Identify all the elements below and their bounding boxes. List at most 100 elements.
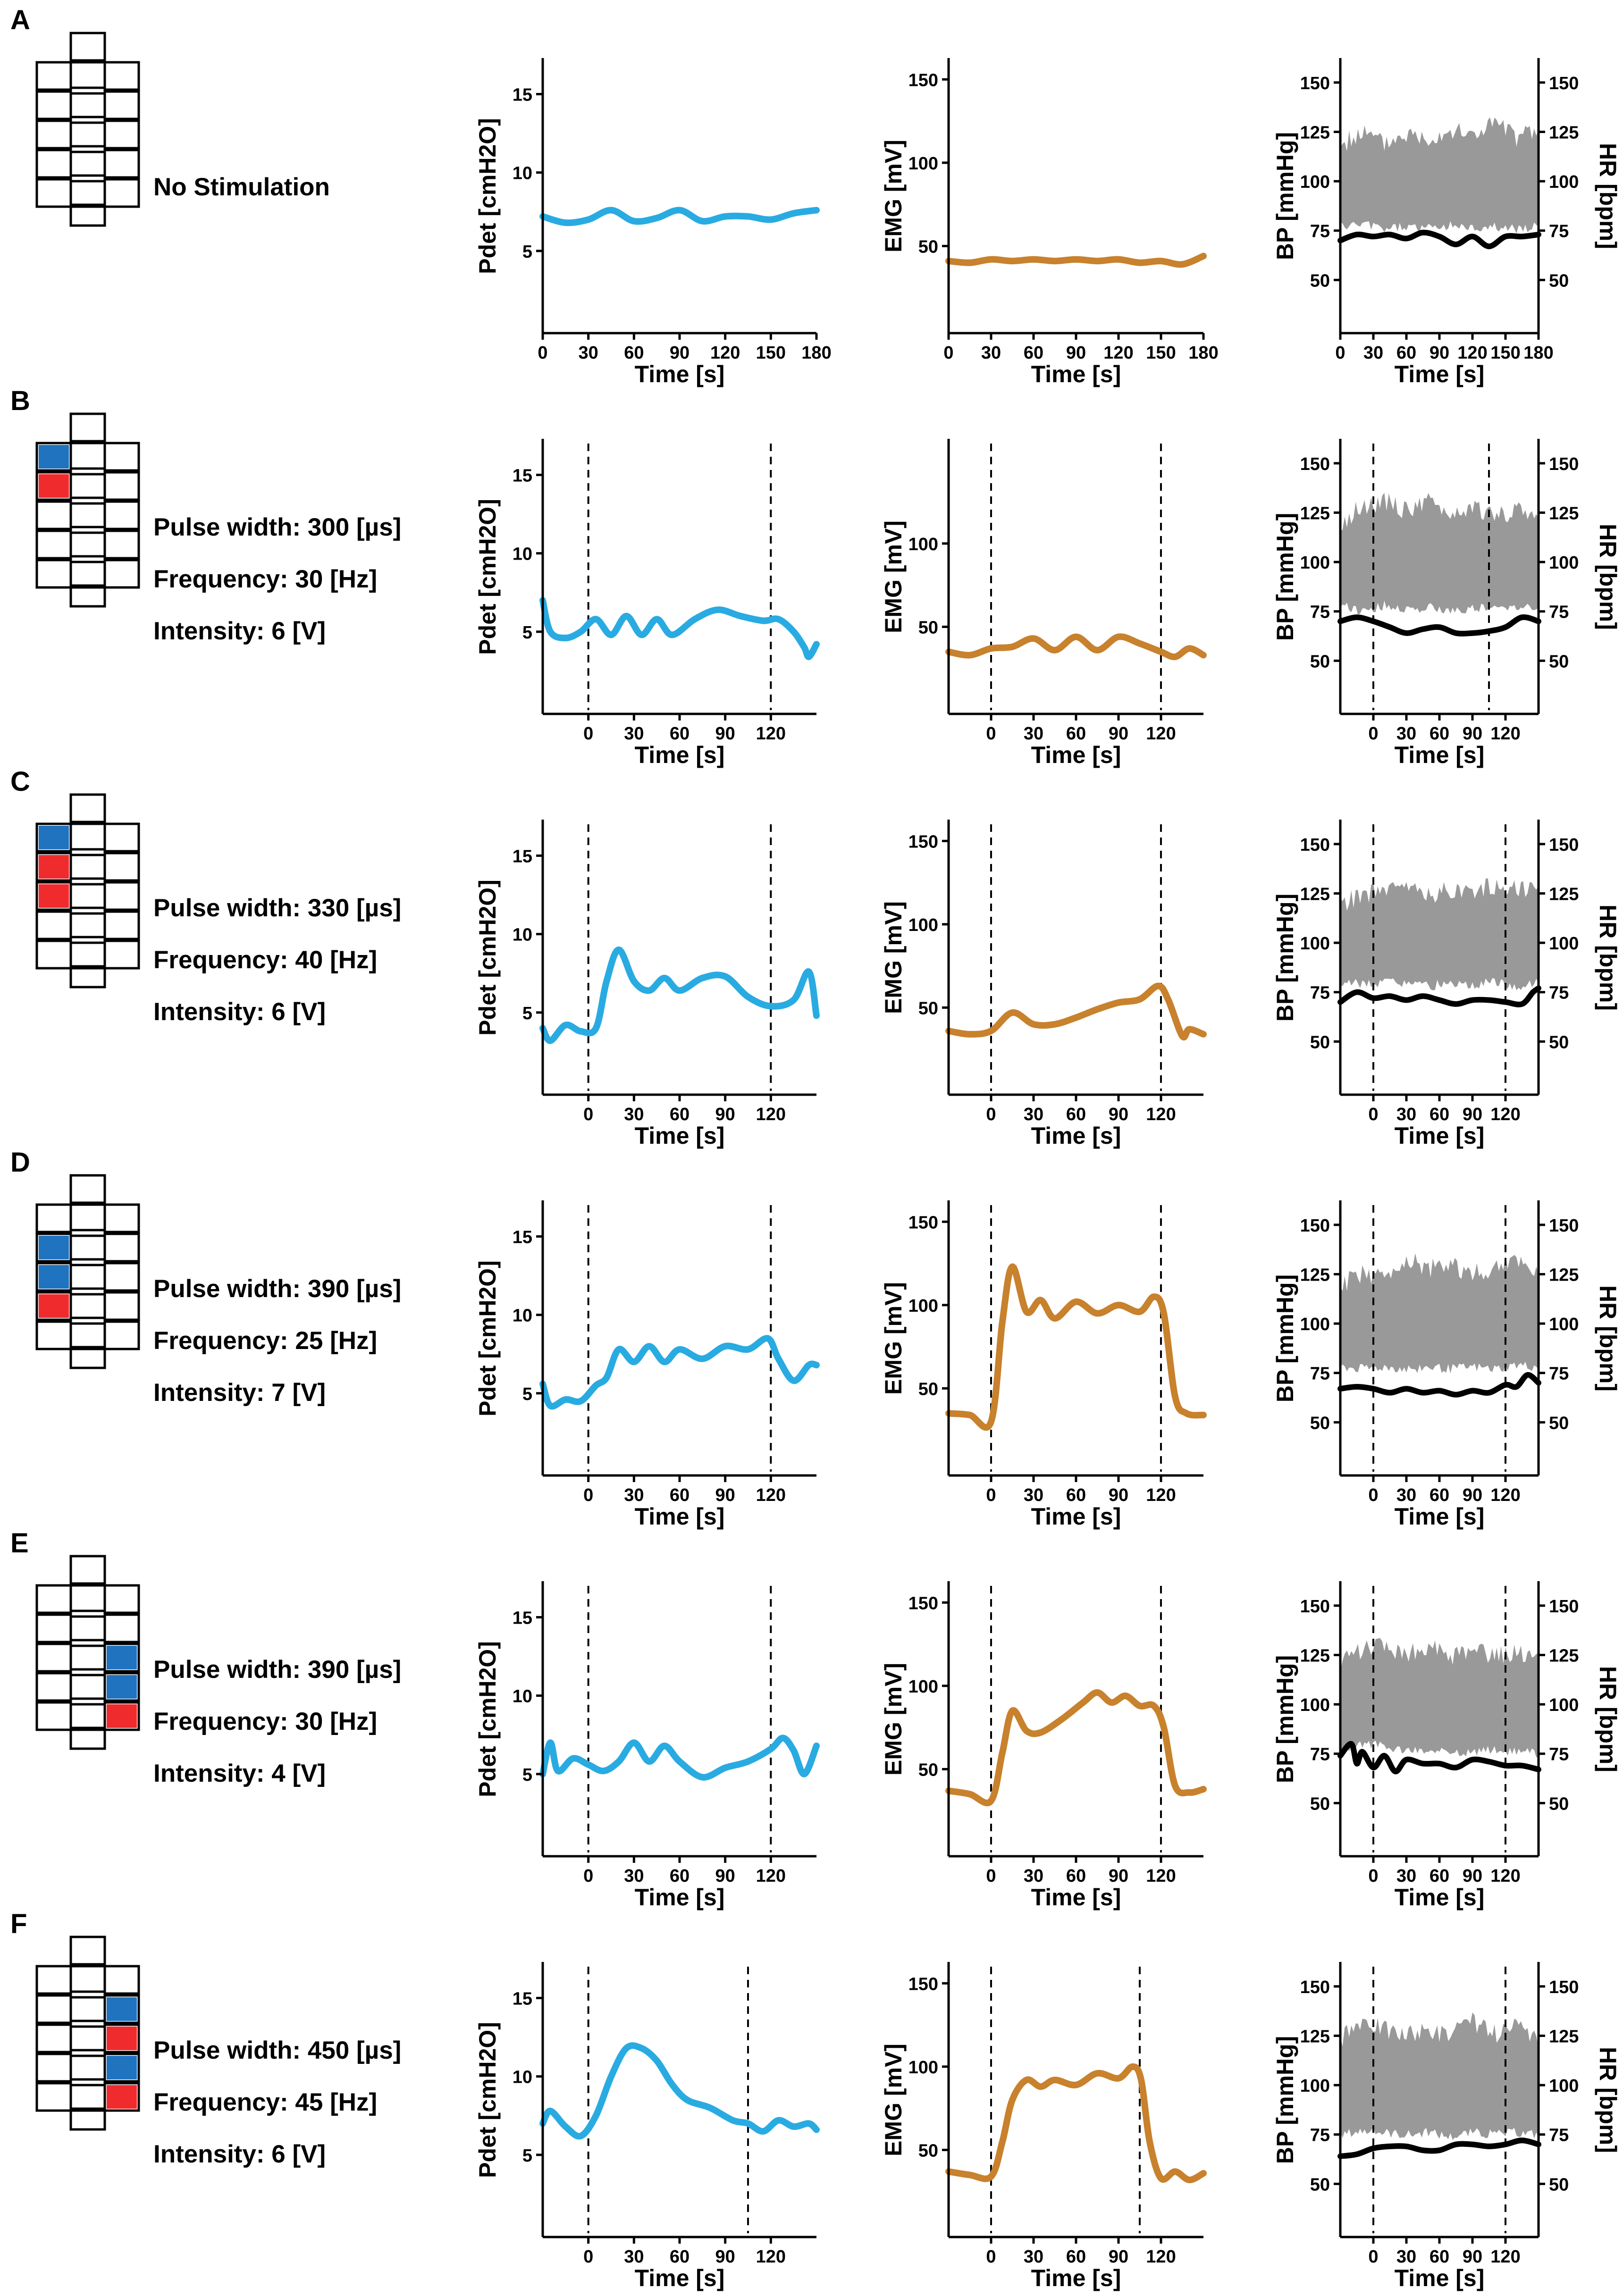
x-tick-label: 120 — [1146, 1866, 1176, 1886]
x-tick-label: 60 — [1066, 724, 1086, 744]
electrode — [35, 1320, 72, 1350]
y-tick-label: 75 — [1310, 603, 1330, 622]
y2-tick-label: 75 — [1549, 1745, 1569, 1765]
x-tick-label: 0 — [583, 1485, 593, 1505]
param-label: Pulse width: 330 [µs] — [153, 894, 401, 922]
x-axis-title: Time [s] — [1031, 742, 1121, 768]
y-tick-label: 50 — [918, 998, 938, 1018]
y2-tick-label: 150 — [1549, 1597, 1579, 1617]
y-tick-label: 100 — [1300, 2076, 1330, 2096]
x-tick-label: 90 — [1109, 1105, 1128, 1124]
y2-axis-title: HR [bpm] — [1595, 1666, 1621, 1772]
electrode — [103, 881, 140, 911]
x-tick-label: 0 — [1368, 1866, 1378, 1886]
x-tick-label: 180 — [801, 343, 831, 363]
y-tick-label: 50 — [1310, 1794, 1330, 1814]
y-tick-label: 125 — [1300, 503, 1330, 523]
x-axis-title: Time [s] — [635, 2265, 725, 2291]
bp-band — [1340, 2012, 1539, 2140]
y-tick-label: 150 — [1300, 454, 1330, 474]
anode-electrode — [39, 884, 69, 908]
x-tick-label: 180 — [1188, 343, 1218, 363]
y2-tick-label: 125 — [1549, 1265, 1579, 1285]
y-tick-label: 125 — [1300, 123, 1330, 142]
x-axis-title: Time [s] — [635, 1884, 725, 1911]
anode-electrode — [39, 1294, 69, 1318]
x-tick-label: 30 — [1396, 1105, 1416, 1124]
param-label: Pulse width: 390 [µs] — [153, 1656, 401, 1684]
x-tick-label: 90 — [715, 1485, 735, 1505]
y-tick-label: 150 — [908, 70, 938, 90]
x-axis-title: Time [s] — [1395, 1123, 1485, 1149]
y-axis-title: Pdet [cmH2O] — [474, 880, 501, 1036]
x-tick-label: 60 — [670, 2247, 690, 2267]
y-tick-label: 150 — [1300, 74, 1330, 93]
param-label: Intensity: 6 [V] — [153, 617, 326, 645]
electrode — [103, 910, 140, 940]
electrode — [35, 1701, 72, 1731]
y-tick-label: 150 — [908, 1593, 938, 1613]
panel-row-e: E Pulse width: 390 [µs] Frequency: 30 [Hz]… — [10, 1528, 1621, 1911]
electrode-connector — [69, 2019, 106, 2028]
x-tick-label: 0 — [1368, 1485, 1378, 1505]
emg-line — [945, 982, 1207, 1040]
no-stimulation-label: No Stimulation — [153, 173, 330, 201]
electrode-array — [35, 32, 140, 227]
y2-axis-title: HR [bpm] — [1595, 2047, 1621, 2153]
param-label: Intensity: 6 [V] — [153, 998, 326, 1026]
electrode — [69, 1584, 106, 1614]
x-tick-label: 60 — [1430, 1105, 1449, 1124]
y-tick-label: 125 — [1300, 1265, 1330, 1285]
electrode — [35, 1994, 72, 2024]
x-tick-label: 30 — [1396, 2247, 1416, 2267]
y-axis-title: Pdet [cmH2O] — [474, 499, 501, 655]
electrode-top — [69, 793, 106, 823]
y-axis-title: Pdet [cmH2O] — [474, 118, 501, 274]
electrode — [69, 2082, 106, 2112]
electrode-connector — [69, 1990, 106, 1999]
y-tick-label: 100 — [908, 1296, 938, 1316]
y-tick-label: 100 — [908, 535, 938, 554]
x-tick-label: 120 — [756, 2247, 786, 2267]
electrode — [35, 910, 72, 940]
y-tick-label: 100 — [908, 1677, 938, 1697]
y-axis-title: Pdet [cmH2O] — [474, 1641, 501, 1797]
y2-tick-label: 125 — [1549, 1646, 1579, 1666]
electrode — [103, 149, 140, 179]
y-tick-label: 75 — [1310, 222, 1330, 242]
y2-tick-label: 50 — [1549, 1413, 1569, 1433]
y-tick-label: 75 — [1310, 1364, 1330, 1384]
param-label: Frequency: 40 [Hz] — [153, 946, 377, 974]
x-tick-label: 60 — [1430, 1485, 1449, 1505]
x-tick-label: 120 — [756, 1485, 786, 1505]
emg-line — [945, 252, 1207, 268]
y-tick-label: 10 — [513, 2068, 532, 2087]
y-tick-label: 50 — [1310, 652, 1330, 671]
x-tick-label: 90 — [1109, 1485, 1128, 1505]
x-tick-label: 120 — [756, 724, 786, 744]
cathode-electrode — [107, 1646, 137, 1669]
x-tick-label: 30 — [579, 343, 598, 363]
emg-chart: 50 100 0 30 60 90 120 Time [s] EMG [mV] — [880, 439, 1207, 768]
x-tick-label: 180 — [1523, 343, 1553, 363]
pdet-line — [539, 2042, 820, 2140]
emg-chart: 50 100 150 0 30 60 90 120 Time [s] EMG [mV] — [880, 1581, 1207, 1911]
cathode-electrode — [107, 1997, 137, 2021]
x-tick-label: 60 — [1066, 1485, 1086, 1505]
x-axis-title: Time [s] — [1031, 2265, 1121, 2291]
x-tick-label: 90 — [670, 343, 690, 363]
y2-tick-label: 150 — [1549, 454, 1579, 474]
electrode — [103, 61, 140, 91]
pdet-chart: 5 10 15 0 30 60 90 120 Time [s] Pdet [cmH2O] — [474, 439, 820, 768]
electrode — [69, 500, 106, 530]
panel-row-d: D Pulse width: 390 [µs] Frequency: 25 [Hz]… — [10, 1147, 1621, 1530]
stim-params: No Stimulation — [153, 173, 330, 201]
param-label: Frequency: 25 [Hz] — [153, 1327, 377, 1355]
x-tick-label: 30 — [624, 724, 644, 744]
electrode-connector — [69, 1316, 106, 1325]
y-tick-label: 50 — [918, 1760, 938, 1780]
x-tick-label: 150 — [1490, 343, 1520, 363]
electrode — [69, 1701, 106, 1731]
electrode — [103, 442, 140, 472]
